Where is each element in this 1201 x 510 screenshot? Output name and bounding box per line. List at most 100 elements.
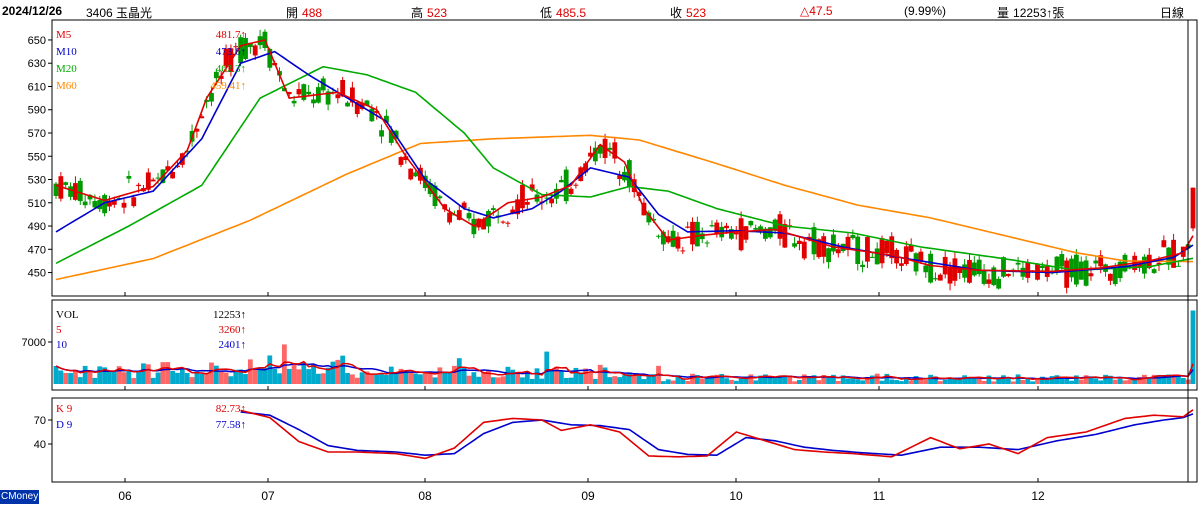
candle-body — [296, 89, 302, 95]
candle-body — [826, 248, 831, 263]
volume-bar — [1039, 376, 1045, 384]
candle-body — [1117, 261, 1123, 279]
volume-bar — [58, 370, 64, 384]
volume-panel: 7000 VOL 12253↑ 5 3260↑ 10 2401↑ — [22, 309, 1196, 384]
candle-body — [63, 182, 69, 185]
candle-body — [111, 200, 117, 205]
volume-bar — [1049, 376, 1055, 384]
candle-body — [82, 201, 88, 206]
volume-bar — [928, 374, 934, 384]
candle-body — [68, 186, 73, 197]
volume-bar — [782, 375, 788, 384]
candle-body — [646, 212, 652, 223]
candle-body — [923, 265, 929, 273]
volume-bar — [549, 371, 555, 384]
candle-body — [675, 236, 681, 249]
volume-bar — [986, 375, 992, 384]
legend-m60-value: 459.41↑ — [210, 80, 246, 92]
candle-body — [874, 248, 880, 265]
volume-bar — [894, 380, 900, 384]
price-panel: 650 630 610 590 570 550 530 510 490 470 450 M5 481.7… — [28, 29, 1196, 294]
volume-bar — [933, 376, 938, 384]
candle-body — [223, 48, 229, 67]
candle-body — [121, 202, 127, 208]
volume-bar — [971, 377, 977, 384]
candle-body — [879, 238, 885, 264]
volume-bar — [247, 359, 253, 384]
candle-body — [1098, 255, 1104, 267]
volume-bar — [1044, 379, 1050, 384]
legend-vol-10-value: 2401↑ — [219, 339, 247, 351]
volume-bar — [121, 372, 127, 384]
price-tick-label: 570 — [28, 128, 46, 140]
candle-body — [77, 180, 83, 202]
candle-body — [505, 222, 511, 224]
open-label: 開 — [286, 6, 299, 20]
volume-bar — [826, 377, 831, 384]
volume-bar — [942, 379, 948, 384]
close-value: 523 — [686, 6, 707, 20]
candle-body — [685, 226, 691, 228]
volume-bar — [588, 372, 593, 384]
price-tick-label: 610 — [28, 81, 46, 93]
volume-bar — [957, 378, 963, 384]
volume-bar — [884, 373, 890, 384]
legend-d9-value: 77.58↑ — [216, 419, 246, 431]
candle-body — [345, 102, 350, 107]
volume-bar — [1054, 375, 1060, 384]
candle-body — [1015, 262, 1021, 265]
volume-bar — [111, 371, 117, 384]
low-value: 485.5 — [556, 6, 587, 20]
volume-bar — [617, 377, 623, 384]
candle-body — [869, 256, 875, 258]
volume-bar — [437, 367, 443, 384]
volume-bar — [82, 365, 88, 384]
volume-bar — [899, 381, 904, 384]
candle-body — [354, 102, 360, 115]
volume-bar — [490, 377, 496, 384]
volume-bar — [150, 377, 156, 384]
candle-body — [175, 165, 180, 168]
volume-bar — [520, 377, 525, 384]
volume-bar — [131, 377, 137, 384]
volume-bar — [835, 381, 841, 384]
volume-bar — [996, 377, 1002, 384]
candle-body — [592, 147, 598, 162]
candle-body — [247, 42, 253, 48]
candle-body — [831, 234, 836, 252]
volume-bar — [728, 379, 734, 384]
volume-bar — [665, 379, 671, 384]
candle-body — [291, 100, 297, 104]
volume-bar — [680, 378, 686, 384]
candle-body — [213, 71, 219, 79]
candle-body — [724, 225, 729, 229]
open-value: 488 — [302, 6, 323, 20]
volume-bar — [714, 374, 720, 384]
volume-bar — [413, 373, 418, 384]
candle-body — [617, 175, 623, 180]
candle-body — [733, 232, 739, 235]
volume-bar — [471, 372, 477, 384]
volume-bar — [1035, 379, 1040, 384]
candle-body — [918, 251, 924, 262]
volume-bar — [252, 369, 258, 384]
price-tick-label: 450 — [28, 268, 46, 280]
volume-bar — [602, 367, 608, 384]
volume-bar — [204, 373, 210, 384]
d-line — [240, 411, 1194, 457]
volume-bar — [354, 377, 360, 384]
volume-bar — [651, 374, 657, 384]
volume-bar — [889, 379, 895, 384]
volume-bar — [184, 372, 190, 384]
volume-bar — [1059, 378, 1065, 384]
candle-body — [1088, 273, 1094, 277]
volume-bar — [646, 375, 652, 384]
candle-body — [660, 231, 666, 245]
candle-body — [1161, 240, 1167, 248]
volume-bar — [296, 369, 302, 384]
price-tick-label: 650 — [28, 35, 46, 47]
candle-body — [1176, 265, 1181, 267]
volume-bar — [262, 368, 268, 384]
volume-bar — [1005, 377, 1011, 384]
volume-bar — [597, 364, 603, 384]
